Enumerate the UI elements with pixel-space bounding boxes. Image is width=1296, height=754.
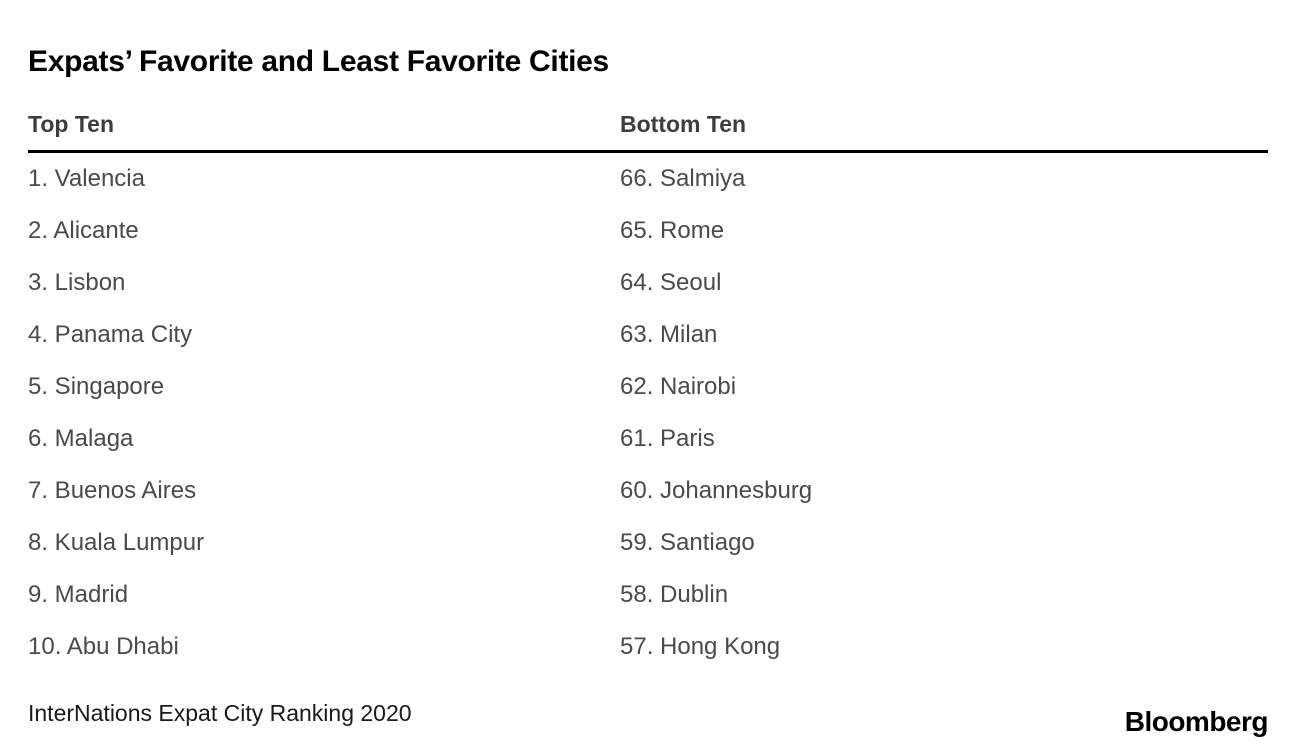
list-item: 2. Alicante [28,217,139,244]
list-item: 63. Milan [620,321,718,348]
column-header-top-ten: Top Ten [28,111,115,137]
list-item: 3. Lisbon [28,269,126,296]
list-item: 59. Santiago [620,529,755,556]
list-item: 1. Valencia [28,165,145,192]
ranking-lists: 1. Valencia 2. Alicante 3. Lisbon 4. Pan… [28,153,1268,673]
bloomberg-logo: Bloomberg [1124,706,1269,737]
chart-title: Expats’ Favorite and Least Favorite Citi… [28,45,609,78]
list-item: 9. Madrid [28,581,129,608]
list-item: 58. Dublin [620,581,729,608]
list-item: 5. Singapore [28,373,165,400]
list-item: 62. Nairobi [620,373,737,400]
source-attribution: InterNations Expat City Ranking 2020 [28,700,412,726]
header-divider-rule [28,150,1268,153]
list-item: 57. Hong Kong [620,633,781,660]
list-item: 10. Abu Dhabi [28,633,179,660]
list-item: 64. Seoul [620,269,722,296]
list-item: 4. Panama City [28,321,193,348]
column-headers: Top Ten Bottom Ten [28,110,1268,138]
list-item: 66. Salmiya [620,165,746,192]
column-header-bottom-ten: Bottom Ten [620,111,747,137]
list-item: 6. Malaga [28,425,134,452]
list-item: 65. Rome [620,217,725,244]
list-item: 61. Paris [620,425,715,452]
bottom-ten-list: 66. Salmiya 65. Rome 64. Seoul 63. Milan… [620,153,1268,673]
list-item: 7. Buenos Aires [28,477,197,504]
list-item: 8. Kuala Lumpur [28,529,205,556]
top-ten-list: 1. Valencia 2. Alicante 3. Lisbon 4. Pan… [28,153,620,673]
list-item: 60. Johannesburg [620,477,813,504]
